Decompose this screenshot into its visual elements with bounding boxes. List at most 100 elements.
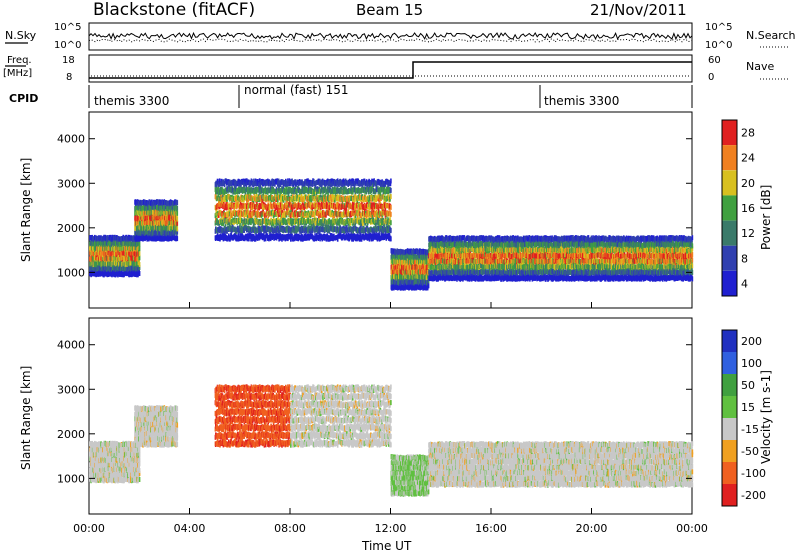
power-cell [320,182,322,188]
power-cell [176,229,179,235]
power-cell [243,178,246,184]
power-cell [345,202,347,208]
power-cell [336,236,339,242]
power-cell [353,197,356,203]
power-cell [303,204,306,210]
power-cell [290,221,293,227]
power-cell [315,186,318,192]
power-cell [275,217,278,223]
power-cell [322,194,324,200]
power-heatmap [89,178,694,291]
power-cell [272,220,274,226]
power-cell [273,225,275,231]
power-cell [329,233,332,238]
power-cell [293,236,296,242]
power-cell [238,213,241,219]
power-cell [349,220,352,226]
power-cell [286,181,289,187]
power-cell [216,189,219,195]
power-cell [176,210,179,216]
nsearch-tick-top: 10^5 [705,22,732,33]
power-cell [257,181,260,187]
power-cell [245,182,248,188]
power-cell [342,189,344,195]
power-cell [297,197,300,203]
power-cell [243,197,245,203]
power-cell [300,220,302,226]
power-cell [344,186,346,192]
power-cell [331,233,333,239]
power-cell [254,178,257,184]
power-cell [323,221,325,227]
power-cell [331,181,333,187]
power-cell [234,189,236,195]
power-cell [279,233,282,239]
power-cell [262,225,265,231]
power-cell [254,236,257,242]
cpid-segment-2: normal (fast) 151 [244,83,348,97]
power-cell [326,189,328,195]
power-cell [302,186,305,192]
power-cell [176,205,179,211]
power-cell [303,213,305,219]
nsky-tick-bottom: 10^0 [54,40,81,51]
power-cell [351,217,353,223]
power-cell [345,205,348,211]
power-cell [350,233,353,239]
cpid-segment-3: themis 3300 [544,94,619,108]
power-cell [309,201,311,207]
date-title: 21/Nov/2011 [590,1,687,19]
power-cell [246,212,248,218]
power-cell [228,220,231,226]
nave-tick-bottom: 0 [708,72,714,83]
power-cell [292,225,295,231]
power-cell [308,228,311,234]
power-cell [223,225,226,231]
power-cell [237,236,239,242]
nsearch-line [88,38,693,43]
power-cell [315,220,317,226]
power-cell [357,178,359,184]
power-cell [300,193,303,199]
power-cell [275,186,278,192]
power-cell [279,182,282,187]
power-cell [329,194,332,200]
nave-label: Nave [746,60,774,73]
power-cell [259,186,261,192]
power-cell [330,178,333,184]
power-cell [272,213,275,218]
power-cell [248,236,250,242]
power-cell [331,197,333,203]
power-cell [246,213,249,219]
station-title: Blackstone (fitACF) [93,0,255,20]
power-cell [319,209,321,215]
freq-tick-bottom: 8 [66,72,72,83]
nsearch-tick-bottom: 10^0 [705,40,732,51]
nsky-tick-top: 10^5 [54,22,81,33]
nsky-series [88,31,693,43]
power-cell [228,233,230,239]
power-cell [272,228,275,234]
power-cell [138,271,141,276]
cpid-segment-1: themis 3300 [94,94,169,108]
power-cell [314,217,316,223]
power-cell [214,220,217,226]
power-cell [334,186,336,192]
power-cell [316,225,319,231]
power-cell [270,217,272,223]
power-cell [350,181,353,187]
power-cell [279,220,282,226]
power-cell [329,179,332,184]
power-cell [338,221,341,226]
power-cell [277,178,280,184]
power-cell [230,228,233,234]
power-cell [334,197,336,203]
power-cell [311,181,314,187]
power-cell [138,241,141,247]
power-cell [310,201,312,207]
power-cell [313,189,316,195]
power-cell [176,226,179,232]
power-cell [306,181,309,186]
power-cell [138,262,141,267]
